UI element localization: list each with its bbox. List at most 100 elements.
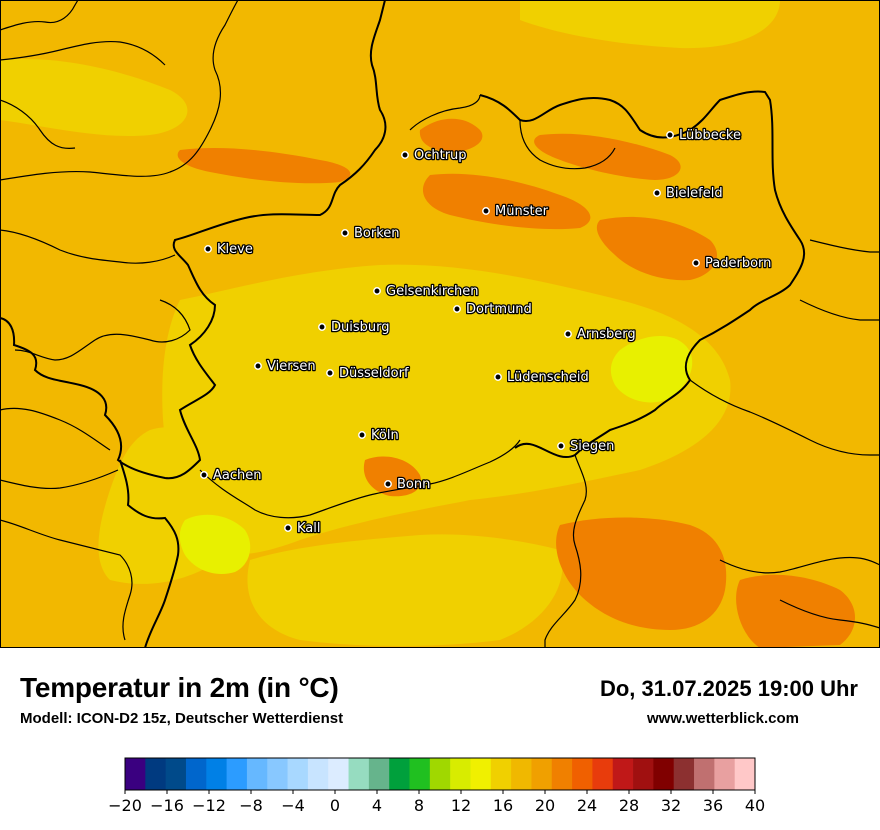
color-swatch xyxy=(226,758,248,790)
city-dot-icon xyxy=(482,207,490,215)
city-label: Düsseldorf xyxy=(339,366,409,381)
city-dot-icon xyxy=(204,245,212,253)
city-viersen: Viersen xyxy=(254,358,317,375)
color-swatch xyxy=(307,758,329,790)
city-dot-icon xyxy=(557,442,565,450)
city-label: Aachen xyxy=(213,468,261,483)
tick-label: 16 xyxy=(493,796,513,815)
city-bonn: Bonn xyxy=(384,476,432,493)
website-link[interactable]: www.wetterblick.com xyxy=(647,710,799,727)
hot-area-borken xyxy=(177,148,351,184)
city-label: Münster xyxy=(495,204,549,219)
border-nl-1 xyxy=(0,0,239,181)
city-arnsberg: Arnsberg xyxy=(564,326,637,343)
city-duisburg: Duisburg xyxy=(318,319,391,336)
color-swatch xyxy=(145,758,167,790)
city-label: Viersen xyxy=(267,359,316,374)
temperature-map: Lübbecke Ochtrup Bielefeld Münster Borken Kle… xyxy=(0,0,880,648)
city-siegen: Siegen xyxy=(557,438,616,455)
color-swatch xyxy=(470,758,492,790)
city-label: Paderborn xyxy=(705,256,771,271)
hot-area-southeast-2 xyxy=(736,574,855,648)
color-scale-bar: −20 −16 −12 −8 −4 0 4 8 12 16 20 24 28 32 36 40 xyxy=(108,757,765,815)
color-swatch xyxy=(633,758,654,790)
yellow-area-sauerland xyxy=(610,335,693,403)
city-dot-icon xyxy=(318,323,326,331)
tick-label: −8 xyxy=(239,796,263,815)
city-paderborn: Paderborn xyxy=(692,255,773,272)
city-dortmund: Dortmund xyxy=(453,301,533,318)
city-label: Duisburg xyxy=(331,320,390,335)
model-source: Modell: ICON-D2 15z, Deutscher Wetterdie… xyxy=(20,710,344,727)
city-label: Lübbecke xyxy=(679,128,741,143)
state-border-south xyxy=(119,459,180,648)
border-nl-3 xyxy=(14,299,191,361)
border-be xyxy=(0,407,133,641)
chart-title: Temperatur in 2m (in °C) xyxy=(20,672,339,703)
border-nl-4 xyxy=(0,40,166,66)
tick-label: 20 xyxy=(535,796,555,815)
color-swatch xyxy=(511,758,532,790)
city-label: Siegen xyxy=(570,439,614,454)
city-label: Bielefeld xyxy=(666,186,723,201)
color-swatch xyxy=(531,758,553,790)
color-swatch xyxy=(246,758,268,790)
city-bielefeld: Bielefeld xyxy=(653,185,724,202)
city-dot-icon xyxy=(453,305,461,313)
city-label: Arnsberg xyxy=(577,327,636,342)
city-aachen: Aachen xyxy=(200,467,263,484)
color-swatch xyxy=(714,758,736,790)
color-swatch xyxy=(267,758,288,790)
border-lower-saxony xyxy=(409,94,616,170)
city-dot-icon xyxy=(373,287,381,295)
city-label: Lüdenscheid xyxy=(507,370,589,385)
city-dot-icon xyxy=(341,229,349,237)
tick-label: 8 xyxy=(414,796,424,815)
hot-area-ochtrup xyxy=(419,118,483,152)
state-border xyxy=(0,0,387,480)
tick-label: 40 xyxy=(745,796,765,815)
color-swatch xyxy=(572,758,593,790)
color-swatch xyxy=(551,758,573,790)
city-kleve: Kleve xyxy=(204,241,254,258)
city-lübbecke: Lübbecke xyxy=(666,127,742,144)
city-gelsenkirchen: Gelsenkirchen xyxy=(373,283,480,300)
tick-label: 32 xyxy=(661,796,681,815)
color-swatch xyxy=(653,758,675,790)
warm-area-northeast xyxy=(520,0,780,49)
border-rlp xyxy=(199,439,521,519)
warm-area-centre xyxy=(162,264,731,555)
color-swatch xyxy=(673,758,695,790)
city-dot-icon xyxy=(200,471,208,479)
color-swatch xyxy=(165,758,187,790)
city-label: Bonn xyxy=(397,477,430,492)
tick-label: −12 xyxy=(192,796,226,815)
color-swatch xyxy=(328,758,349,790)
hot-area-muensterland xyxy=(422,173,591,230)
color-swatch xyxy=(389,758,410,790)
city-kall: Kall xyxy=(284,520,322,537)
city-düsseldorf: Düsseldorf xyxy=(326,365,410,382)
city-label: Ochtrup xyxy=(414,148,467,163)
border-rlp-2 xyxy=(544,454,587,648)
border-top-2 xyxy=(0,99,76,150)
hot-area-southeast xyxy=(556,517,727,630)
tick-label: 36 xyxy=(703,796,723,815)
color-swatch xyxy=(348,758,370,790)
city-köln: Köln xyxy=(358,427,400,444)
city-dot-icon xyxy=(358,431,366,439)
yellow-area-eifel xyxy=(179,514,251,575)
forecast-datetime: Do, 31.07.2025 19:00 Uhr xyxy=(599,676,858,701)
city-markers: Lübbecke Ochtrup Bielefeld Münster Borken Kle… xyxy=(200,127,773,537)
city-label: Kleve xyxy=(217,242,253,257)
city-ochtrup: Ochtrup xyxy=(401,147,468,164)
warm-area-south xyxy=(247,534,563,646)
city-dot-icon xyxy=(284,524,292,532)
warm-area-north xyxy=(0,59,188,137)
color-swatch xyxy=(490,758,512,790)
color-swatch xyxy=(287,758,309,790)
color-swatch xyxy=(450,758,471,790)
tick-label: 12 xyxy=(451,796,471,815)
color-swatch xyxy=(409,758,431,790)
city-label: Borken xyxy=(354,226,400,241)
